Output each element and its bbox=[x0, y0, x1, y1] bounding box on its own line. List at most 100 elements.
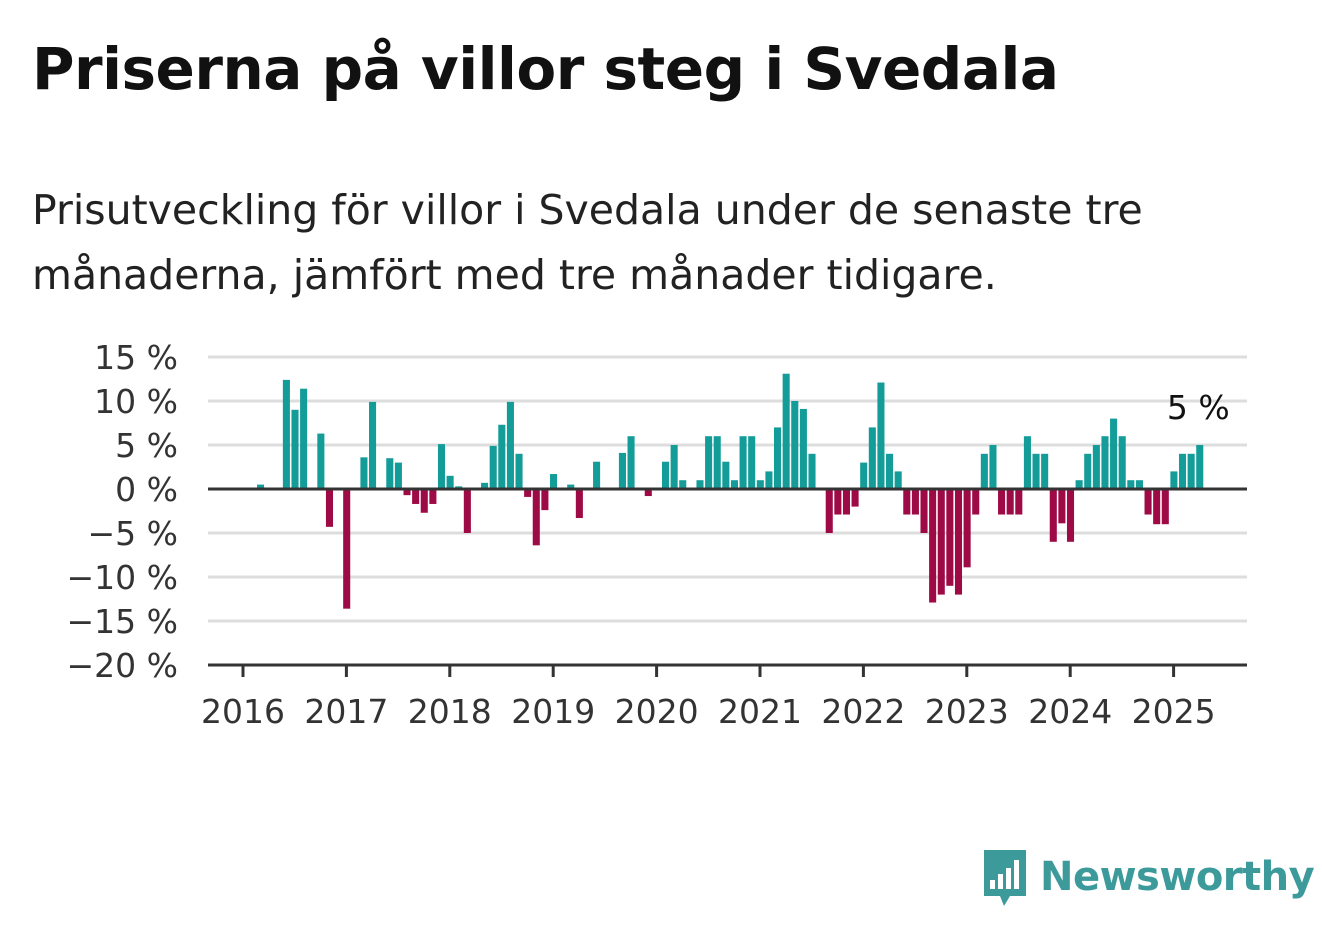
bar bbox=[765, 471, 773, 489]
bar bbox=[317, 433, 325, 489]
bar bbox=[300, 388, 308, 489]
bar bbox=[791, 401, 799, 489]
y-tick-label: −10 % bbox=[67, 558, 179, 597]
bar bbox=[524, 489, 532, 497]
bar bbox=[1006, 489, 1014, 515]
x-tick-label: 2016 bbox=[201, 692, 285, 731]
bar bbox=[360, 457, 368, 489]
bar bbox=[463, 489, 471, 533]
y-tick-label: 5 % bbox=[115, 426, 178, 465]
bar bbox=[1110, 418, 1118, 489]
bar bbox=[394, 462, 402, 489]
bar bbox=[661, 461, 670, 489]
chart-subtitle: Prisutveckling för villor i Svedala unde… bbox=[32, 186, 1143, 299]
bar bbox=[1144, 489, 1152, 515]
bar bbox=[877, 382, 885, 489]
y-tick-label: 15 % bbox=[94, 338, 178, 377]
x-tick-label: 2023 bbox=[925, 692, 1009, 731]
bar bbox=[644, 489, 652, 497]
y-tick-label: −20 % bbox=[67, 646, 179, 685]
x-tick-label: 2018 bbox=[408, 692, 492, 731]
bar bbox=[730, 480, 738, 489]
bar bbox=[972, 489, 980, 515]
bar bbox=[498, 424, 506, 489]
bar bbox=[1032, 453, 1040, 489]
bar bbox=[515, 453, 523, 489]
x-tick-label: 2019 bbox=[511, 692, 595, 731]
bar bbox=[575, 489, 583, 519]
bar bbox=[946, 489, 954, 586]
bar bbox=[713, 436, 721, 489]
bar bbox=[1066, 489, 1075, 542]
x-tick-label: 2024 bbox=[1028, 692, 1112, 731]
bar bbox=[532, 489, 540, 546]
y-tick-label: −15 % bbox=[67, 602, 179, 641]
bar bbox=[868, 427, 876, 489]
bar bbox=[1135, 480, 1143, 489]
y-tick-label: 10 % bbox=[94, 382, 178, 421]
bar bbox=[825, 489, 833, 533]
bar bbox=[799, 408, 807, 489]
bar bbox=[920, 489, 928, 533]
brand-logo: Newsworthy bbox=[980, 846, 1315, 908]
bar bbox=[567, 484, 575, 489]
bar bbox=[696, 480, 704, 489]
bar bbox=[1127, 480, 1135, 489]
bar bbox=[489, 445, 497, 489]
last-value-annotation: 5 % bbox=[1167, 388, 1230, 427]
y-tick-label: 0 % bbox=[115, 470, 178, 509]
bar bbox=[282, 379, 290, 489]
bar bbox=[670, 445, 678, 489]
bar bbox=[756, 480, 764, 489]
bar bbox=[782, 373, 790, 489]
bar bbox=[722, 461, 730, 489]
x-tick-label: 2022 bbox=[821, 692, 905, 731]
bar bbox=[980, 453, 988, 489]
bar bbox=[834, 489, 842, 515]
bar bbox=[998, 489, 1006, 515]
bar bbox=[963, 489, 971, 568]
bar bbox=[886, 453, 894, 489]
bar bbox=[1023, 436, 1031, 489]
bar bbox=[481, 482, 489, 489]
bar bbox=[369, 401, 377, 489]
bar bbox=[748, 436, 756, 489]
bar bbox=[403, 489, 411, 496]
bar bbox=[1178, 453, 1187, 489]
bar bbox=[894, 471, 902, 489]
bar bbox=[1187, 453, 1195, 489]
bar bbox=[386, 458, 394, 489]
bar bbox=[1084, 453, 1092, 489]
bar bbox=[1170, 471, 1178, 489]
bar bbox=[903, 489, 911, 515]
bar bbox=[291, 409, 299, 489]
y-tick-label: −5 % bbox=[88, 514, 179, 553]
bar bbox=[1049, 489, 1057, 542]
bar bbox=[911, 489, 919, 515]
bar bbox=[446, 475, 454, 489]
bar bbox=[343, 489, 351, 609]
bar bbox=[429, 489, 437, 504]
bar bbox=[1092, 445, 1100, 489]
bar bbox=[929, 489, 937, 603]
bar bbox=[593, 461, 601, 489]
x-tick-label: 2017 bbox=[304, 692, 388, 731]
bar bbox=[705, 436, 713, 489]
bar bbox=[937, 489, 945, 595]
bar bbox=[257, 484, 265, 489]
bar bbox=[627, 436, 635, 489]
bar bbox=[1058, 489, 1066, 524]
bar bbox=[860, 462, 868, 489]
bar bbox=[1153, 489, 1161, 525]
bar bbox=[1015, 489, 1023, 515]
bar bbox=[1041, 453, 1049, 489]
bar bbox=[808, 453, 816, 489]
newsworthy-logo-icon bbox=[984, 850, 1026, 906]
x-tick-label: 2021 bbox=[718, 692, 802, 731]
bar bbox=[739, 436, 747, 489]
bar bbox=[541, 489, 549, 511]
bar bbox=[842, 489, 851, 515]
brand-name: Newsworthy bbox=[1040, 854, 1315, 900]
x-tick-label: 2025 bbox=[1132, 692, 1216, 731]
bar bbox=[774, 427, 782, 489]
